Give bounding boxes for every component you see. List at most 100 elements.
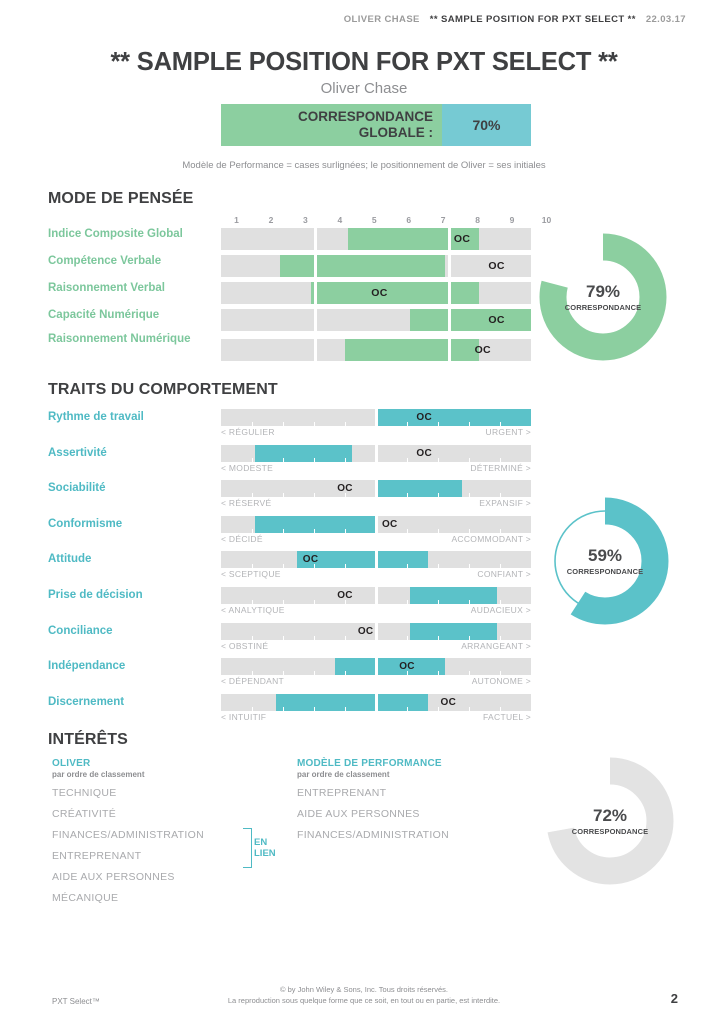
pole-low-label: < SCEPTIQUE	[221, 569, 281, 580]
behavior-midline	[374, 622, 378, 640]
overall-match-value: 70%	[442, 104, 531, 146]
behavior-pole-labels: < RÉSERVÉ EXPANSIF >	[221, 498, 531, 508]
interests-oliver-head: OLIVER	[52, 758, 91, 769]
behavior-tick	[500, 564, 501, 569]
band-divider	[314, 339, 317, 361]
interest-item-oliver: CRÉATIVITÉ	[52, 808, 117, 820]
behavior-tick	[469, 528, 470, 533]
behavior-row-track: OC	[221, 587, 531, 604]
candidate-marker: OC	[453, 233, 471, 245]
thinking-row-track: OC	[221, 339, 531, 361]
thinking-row-label: Raisonnement Numérique	[48, 333, 191, 345]
behavior-tick	[469, 600, 470, 604]
interest-item-model: AIDE AUX PERSONNES	[297, 808, 420, 820]
thinking-row-track: OC	[221, 309, 531, 331]
pole-high-label: EXPANSIF >	[479, 498, 531, 509]
behavior-tick	[345, 457, 346, 462]
behavior-midline	[374, 693, 378, 711]
scale-tick-8: 8	[475, 215, 480, 225]
footer-brand: PXT Select™	[52, 997, 100, 1006]
band-divider	[448, 255, 451, 277]
candidate-marker: OC	[399, 661, 415, 673]
candidate-marker: OC	[302, 554, 319, 566]
behavior-tick	[283, 600, 284, 604]
behavior-row-track: OC	[221, 515, 531, 533]
pole-low-label: < DÉCIDÉ	[221, 533, 263, 544]
band-divider	[448, 339, 451, 361]
thinking-row: Compétence Verbale OC	[48, 255, 532, 277]
behavior-row-track: OC	[221, 480, 531, 498]
behavior-midline	[374, 587, 378, 604]
interests-model-list: ENTREPRENANT AIDE AUX PERSONNES FINANCES/A…	[297, 787, 517, 841]
overall-match-label-line2: GLOBALE :	[358, 125, 433, 140]
behavior-tick	[345, 493, 346, 498]
interests-column-oliver: OLIVER par ordre de classement TECHNIQUE…	[52, 758, 252, 913]
behavior-row-label: Indépendance	[48, 660, 126, 673]
interest-item-oliver: AIDE AUX PERSONNES	[52, 871, 175, 883]
pole-high-label: DÉTERMINÉ >	[470, 462, 531, 473]
performance-model-band	[376, 480, 463, 498]
behavior-tick	[407, 422, 408, 426]
behavior-tick	[469, 706, 470, 711]
performance-model-band	[279, 255, 445, 277]
behavior-tick	[314, 671, 315, 676]
behavior-tick	[283, 706, 284, 711]
behavior-row-track: OC	[221, 658, 531, 676]
interests-oliver-sub: par ordre de classement	[52, 770, 145, 779]
behavior-tick	[283, 564, 284, 569]
interest-item-oliver: FINANCES/ADMINISTRATION	[52, 829, 204, 841]
pole-low-label: < MODESTE	[221, 462, 274, 473]
behavior-tick	[252, 422, 253, 426]
section-title-interests: INTÉRÊTS	[48, 731, 128, 748]
scale-tick-10: 10	[541, 215, 552, 225]
scale-tick-5: 5	[371, 215, 377, 225]
behavior-tick	[500, 493, 501, 498]
behavior-tick	[283, 635, 284, 640]
behavior-tick	[500, 422, 501, 426]
behavior-tick	[407, 493, 408, 498]
interest-item-model: FINANCES/ADMINISTRATION	[297, 829, 449, 841]
behavior-tick	[252, 564, 253, 569]
scale-tick-2: 2	[268, 215, 274, 225]
candidate-marker: OC	[381, 518, 398, 530]
behavior-row-label: Discernement	[48, 695, 125, 708]
performance-model-band	[348, 228, 480, 250]
behavior-tick	[283, 493, 284, 498]
band-divider	[314, 255, 317, 277]
pole-low-label: < INTUITIF	[221, 711, 267, 722]
candidate-marker: OC	[371, 287, 388, 299]
thinking-row-track: OC	[221, 282, 531, 304]
thinking-donut-caption: CORRESPONDANCE	[564, 303, 642, 312]
behavior-tick	[407, 600, 408, 604]
performance-model-band	[296, 551, 428, 569]
behavior-tick	[469, 422, 470, 426]
interests-link-bracket: EN LIEN	[243, 828, 276, 868]
behavior-row-track: OC	[221, 693, 531, 711]
behavior-donut-icon	[541, 497, 669, 625]
behavior-tick	[438, 635, 439, 640]
candidate-marker: OC	[337, 590, 353, 601]
performance-model-band	[410, 309, 531, 331]
behavior-pole-labels: < DÉCIDÉ ACCOMMODANT >	[221, 534, 531, 544]
performance-model-band	[255, 515, 376, 533]
thinking-row-label: Capacité Numérique	[48, 309, 160, 321]
band-divider	[448, 228, 451, 250]
thinking-scale-axis: 1 2 3 4 5 6 7 8 9 10	[221, 215, 551, 227]
thinking-row-label: Compétence Verbale	[48, 255, 162, 267]
page-subtitle: Oliver Chase	[320, 80, 408, 97]
behavior-pole-labels: < SCEPTIQUE CONFIANT >	[221, 569, 531, 579]
behavior-midline	[374, 480, 378, 498]
candidate-marker: OC	[474, 344, 491, 356]
band-divider	[448, 282, 451, 304]
behavior-tick	[252, 706, 253, 711]
interests-donut-icon	[546, 757, 674, 885]
thinking-row-track: OC	[221, 255, 531, 277]
behavior-row-label: Rythme de travail	[48, 411, 144, 423]
pole-low-label: < RÉGULIER	[221, 427, 275, 437]
performance-model-band	[410, 587, 497, 604]
overall-match-label: CORRESPONDANCE GLOBALE :	[221, 104, 442, 146]
behavior-tick	[252, 528, 253, 533]
behavior-pole-labels: < INTUITIF FACTUEL >	[221, 712, 531, 722]
behavior-tick	[438, 528, 439, 533]
pole-high-label: FACTUEL >	[483, 711, 531, 722]
